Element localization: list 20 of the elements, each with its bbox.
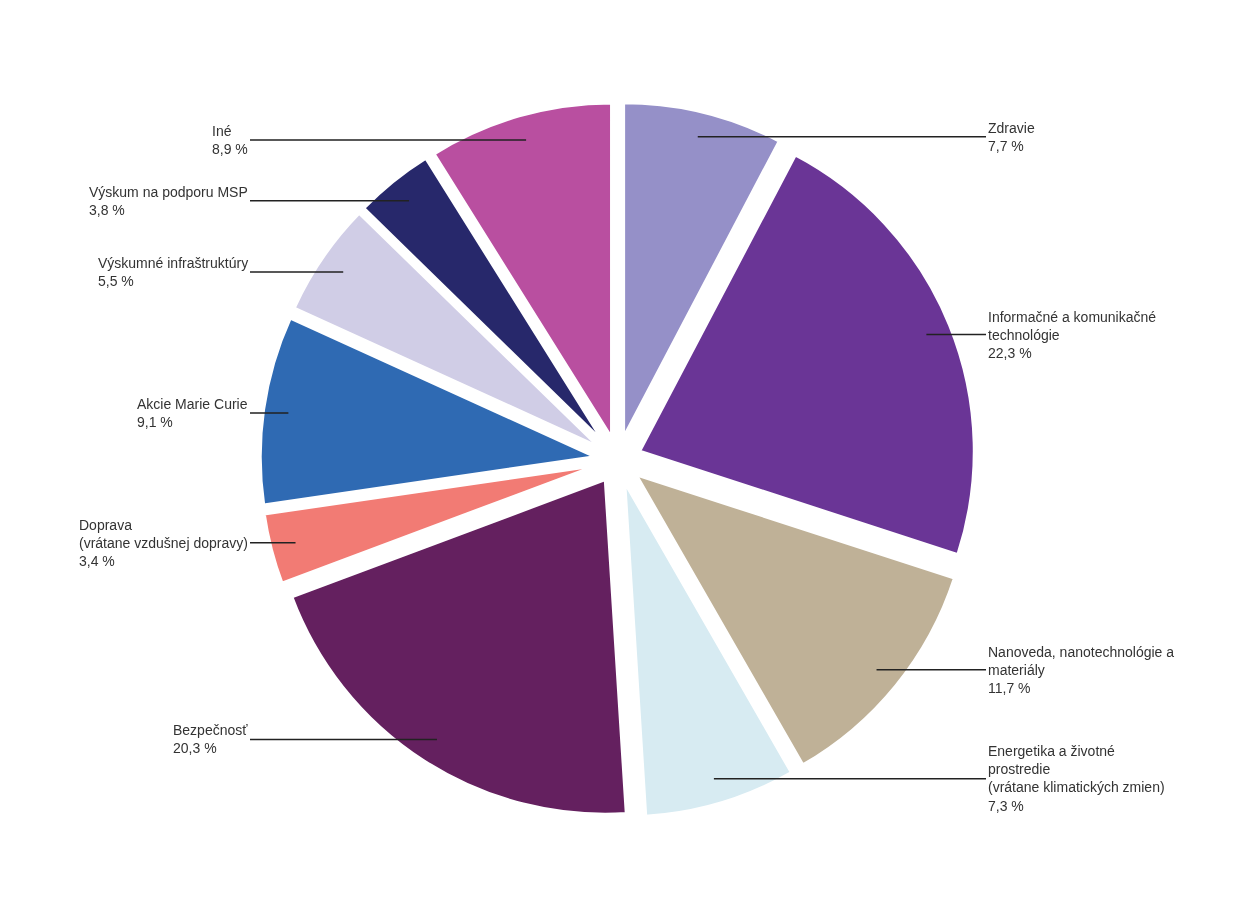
data-label: 8,9 % xyxy=(212,141,248,158)
slice-label: Informačné a komunikačné technológie xyxy=(988,309,1157,344)
data-label: 9,1 % xyxy=(137,414,173,431)
slice-label: Energetika a životné prostredie (vrátane klimatických zmien) xyxy=(988,743,1165,796)
data-label: 3,4 % xyxy=(79,553,115,570)
data-label: 3,8 % xyxy=(89,202,125,219)
slice-label: Doprava (vrátane vzdušnej dopravy) xyxy=(79,517,248,552)
slice-label: Bezpečnosť xyxy=(173,722,249,738)
data-label: 22,3 % xyxy=(988,345,1032,362)
slice-label: Zdravie xyxy=(988,120,1035,136)
slice-label: Iné xyxy=(212,123,232,139)
slice-label: Výskum na podporu MSP xyxy=(89,184,248,200)
data-label: 5,5 % xyxy=(98,273,134,290)
data-label: 20,3 % xyxy=(173,740,217,757)
data-label: 11,7 % xyxy=(988,680,1031,697)
slice-label: Výskumné infraštruktúry xyxy=(98,255,249,271)
data-label: 7,7 % xyxy=(988,138,1024,155)
slice-label: Akcie Marie Curie xyxy=(137,396,248,412)
data-label: 7,3 % xyxy=(988,797,1024,814)
slice-label: Nanoveda, nanotechnológie a materiály xyxy=(988,644,1175,679)
